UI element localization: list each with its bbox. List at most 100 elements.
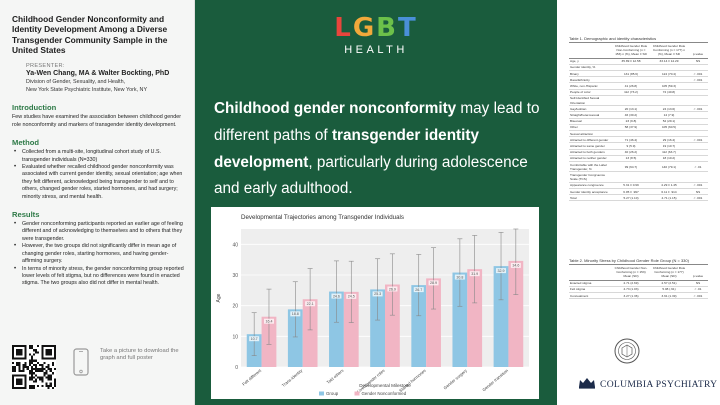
table-cell [688, 155, 708, 163]
presenter-label: PRESENTER: [26, 62, 65, 69]
table-cell: 3.61 (1.39) [650, 292, 688, 300]
table-row: White, non-Hispanic 41 (26.8) 105 (59.3) [569, 82, 708, 90]
table-cell [612, 95, 650, 107]
table-cell [688, 149, 708, 156]
bar [411, 285, 427, 367]
bar [508, 260, 524, 367]
y-tick-label: 0 [235, 365, 238, 371]
table-cell: Felt stigma [569, 286, 612, 294]
table-cell: 13 (8.5) [612, 155, 650, 163]
table-row: Appearance congruence 5.31 ± 0.99 4.29 ± 1… [569, 182, 708, 190]
data-label-bg [387, 286, 398, 292]
table-header [569, 42, 612, 59]
table-cell: Gender identity, % [569, 64, 612, 72]
table-cell: 20 (13.1) [612, 105, 650, 113]
phone-icon [73, 348, 89, 376]
bar [493, 266, 509, 367]
table-cell: Self-Identified Sexual Orientation [569, 95, 612, 107]
bar [302, 299, 318, 367]
table-cell: White, non-Hispanic [569, 82, 612, 90]
table-cell [650, 171, 688, 183]
right-panel: Table 1. Demographic and identity charac… [557, 0, 720, 405]
table-cell: 112 (63.7) [650, 149, 688, 156]
headline-bold-1: Childhood gender nonconformity [214, 100, 457, 117]
table-cell: NS [688, 58, 708, 65]
table-cell: 131 (85.6) [612, 70, 650, 78]
list-item: However, the two groups did not signific… [12, 243, 184, 265]
data-label: 30.8 [456, 275, 463, 279]
table-cell: 5.08 (.91) [650, 286, 688, 294]
table-cell: < .001 [688, 194, 708, 202]
columbia-crown-icon [579, 378, 595, 389]
data-label: 28.9 [430, 281, 437, 285]
table-row: Attracted to different gender 71 (46.4) 29… [569, 136, 708, 144]
data-label-bg [454, 274, 465, 280]
x-axis-label: Developmental Milestone [359, 383, 411, 388]
table-cell [688, 130, 708, 138]
table-cell: 99 (64.7) [612, 161, 650, 173]
table-cell: < .01 [688, 286, 708, 294]
x-tick-label: Gender transition [481, 368, 509, 393]
table-cell [688, 64, 708, 72]
legend-swatch [354, 391, 360, 396]
bar [426, 278, 441, 367]
bar [467, 269, 483, 367]
method-heading: Method [12, 138, 39, 148]
data-label: 31.9 [471, 272, 478, 276]
method-list: Collected from a multi-site, longitudina… [12, 149, 184, 201]
table-row: Sexual attraction [569, 130, 708, 138]
table-cell: < .001 [688, 76, 708, 84]
table-cell: Comfortable with the Label Transgender, … [569, 161, 612, 173]
table-cell: 52 (29.1) [650, 118, 688, 125]
table-row: Felt stigma 4.73 (1.03) 5.08 (.91) < .01 [569, 286, 708, 294]
center-panel: LGBT HEALTH Childhood gender nonconformi… [195, 0, 557, 405]
table-row: People of color 112 (73.2) 72 (40.8) [569, 89, 708, 96]
table-header: Childhood Gender Role Conforming (n = 17… [650, 264, 688, 281]
data-label: 24.6 [333, 294, 340, 298]
table-cell [612, 64, 650, 72]
logo-letters: LGBT [195, 14, 557, 42]
data-label: 26.9 [389, 287, 396, 291]
introduction-heading: Introduction [12, 103, 57, 113]
bar [370, 289, 385, 367]
data-label-bg [346, 293, 357, 299]
qr-code-icon[interactable] [12, 345, 56, 389]
table-cell: < .01 [688, 161, 708, 173]
table-cell [688, 95, 708, 107]
table-cell: Attracted to neither gender [569, 155, 612, 163]
table-row: Gender identity acceptance 6.05 ± .997 6.1… [569, 188, 708, 196]
table-cell [612, 76, 650, 84]
table-cell [688, 111, 708, 119]
table-cell: < .001 [688, 292, 708, 300]
table-row: Concealment 3.27 (1.36) 3.61 (1.39) < .001 [569, 292, 708, 300]
bar [329, 291, 344, 367]
y-tick-label: 40 [232, 242, 238, 248]
table-title: Table 2. Minority Stress by Childhood Ge… [569, 258, 689, 263]
table-cell: NS [688, 188, 708, 196]
data-label-bg [331, 293, 342, 299]
table-cell: 24 (13.6) [650, 105, 688, 113]
qr-instructions: Take a picture to download the graph and… [100, 348, 179, 362]
x-tick-label: Gender surgery [442, 367, 468, 390]
table-cell: Attracted to same gender [569, 142, 612, 150]
list-item: Evaluated whether recalled childhood gen… [12, 164, 184, 201]
data-label-bg [428, 280, 439, 286]
x-tick-label: Started hormones [398, 368, 427, 393]
table-cell: 4.73 (1.03) [612, 286, 650, 294]
table-cell: Bisexual [569, 118, 612, 125]
data-label-bg [469, 271, 480, 277]
bar [343, 291, 359, 367]
left-panel: Childhood Gender Nonconformity and Ident… [0, 0, 195, 405]
table-cell: 71 (46.4) [612, 136, 650, 144]
table-cell: 105 (60.5) [650, 124, 688, 132]
table-cell: 6.05 ± .997 [612, 188, 650, 196]
chart-title: Developmental Trajectories among Transge… [241, 214, 404, 221]
table-cell [688, 142, 708, 150]
table-row: Attracted to neither gender 13 (8.5) 18 (1… [569, 155, 708, 163]
table-cell: 29 (16.4) [650, 136, 688, 144]
table: Childhood Gender Non-Conforming (n = 153… [569, 264, 708, 300]
bar [385, 284, 400, 367]
presenter-affiliation-2: New York State Psychiatric Institute, Ne… [26, 86, 148, 93]
table-cell [688, 171, 708, 183]
table-row: Total 5.27 (1.10) 4.71 (1.15) < .001 [569, 194, 708, 202]
